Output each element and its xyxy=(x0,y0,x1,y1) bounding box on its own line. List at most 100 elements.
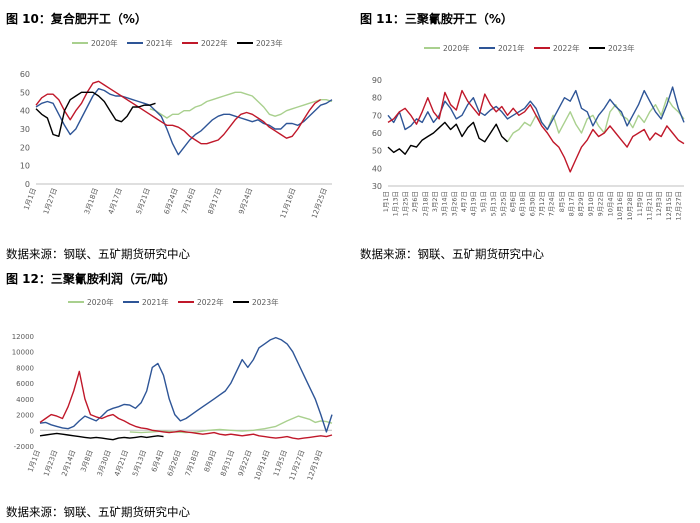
y-tick-label: 20 xyxy=(20,143,30,152)
legend-label: 2020年 xyxy=(87,297,114,307)
y-tick-label: 30 xyxy=(372,182,382,191)
x-tick-label: 8月17日 xyxy=(207,187,224,215)
x-tick-label: 3月2日 xyxy=(431,191,439,212)
y-tick-label: 50 xyxy=(372,147,382,156)
legend-label: 2022年 xyxy=(201,38,228,48)
y-tick-label: 50 xyxy=(20,88,30,97)
series-line-2023年 xyxy=(387,121,508,155)
x-tick-label: 9月24日 xyxy=(237,187,254,215)
x-tick-label: 5月13日 xyxy=(490,191,498,216)
y-tick-label: 6000 xyxy=(16,380,34,388)
y-tick-label: 12000 xyxy=(12,333,34,341)
x-tick-label: 7月16日 xyxy=(180,187,197,215)
y-tick-label: 70 xyxy=(372,111,382,120)
legend-label: 2020年 xyxy=(91,38,118,48)
series-line-2020年 xyxy=(149,91,333,119)
x-tick-label: 6月30日 xyxy=(528,191,536,216)
x-tick-label: 3月18日 xyxy=(83,187,100,215)
x-tick-label: 6月6日 xyxy=(509,191,517,212)
y-tick-label: 0 xyxy=(30,427,34,435)
series-line-2022年 xyxy=(39,370,333,440)
chart-1-source: 数据来源：钢联、五矿期货研究中心 xyxy=(6,247,190,261)
x-tick-label: 7月18日 xyxy=(184,449,201,477)
x-tick-label: 8月29日 xyxy=(577,191,585,216)
x-tick-label: 6月24日 xyxy=(163,187,180,215)
chart-3-title: 图 12：三聚氰胺利润（元/吨） xyxy=(6,272,176,286)
x-tick-label: 10月14日 xyxy=(253,449,271,482)
chart-3-svg: -2000 0 2000 4000 6000 8000 10000 12000 1月1日 1月23… xyxy=(12,297,333,482)
x-tick-label: 3月14日 xyxy=(441,191,449,216)
x-tick-label: 3月30日 xyxy=(96,449,113,477)
series-line-2021年 xyxy=(387,86,685,131)
x-tick-label: 8月5日 xyxy=(558,191,566,212)
y-tick-label: 30 xyxy=(20,125,30,134)
x-tick-label: 9月10日 xyxy=(587,191,595,216)
series-line-2022年 xyxy=(35,80,321,145)
chart-2-title: 图 11：三聚氰胺开工（%） xyxy=(360,12,513,26)
legend-label: 2023年 xyxy=(256,38,283,48)
chart-1-title: 图 10：复合肥开工（%） xyxy=(6,12,147,26)
x-tick-label: 11月5日 xyxy=(272,449,289,477)
chart-3-source: 数据来源：钢联、五矿期货研究中心 xyxy=(6,505,190,519)
x-tick-label: 6月4日 xyxy=(150,449,165,473)
y-tick-label: 80 xyxy=(372,94,382,103)
x-tick-label: 10月4日 xyxy=(606,191,614,216)
x-tick-label: 5月13日 xyxy=(131,449,148,477)
legend-label: 2020年 xyxy=(443,43,470,53)
x-tick-label: 5月25日 xyxy=(499,191,507,216)
y-tick-label: 4000 xyxy=(16,396,34,404)
x-tick-label: 1月1日 xyxy=(23,187,38,211)
y-tick-label: 40 xyxy=(20,107,30,116)
x-tick-label: 5月21日 xyxy=(135,187,152,215)
x-tick-label: 2月18日 xyxy=(421,191,429,216)
x-tick-label: 9月22日 xyxy=(597,191,605,216)
legend-label: 2023年 xyxy=(608,43,635,53)
x-tick-label: 5月1日 xyxy=(479,191,487,212)
x-tick-label: 12月3日 xyxy=(655,191,663,216)
series-line-2023年 xyxy=(39,432,164,441)
legend-label: 2023年 xyxy=(252,297,279,307)
chart-2-source: 数据来源：钢联、五矿期货研究中心 xyxy=(360,247,544,261)
x-tick-label: 6月26日 xyxy=(166,449,183,477)
x-tick-label: 4月7日 xyxy=(460,191,468,212)
legend-label: 2022年 xyxy=(553,43,580,53)
x-tick-label: 12月25日 xyxy=(310,187,328,220)
y-tick-label: 10 xyxy=(20,162,30,171)
x-tick-label: 3月8日 xyxy=(79,449,94,473)
series-line-2020年 xyxy=(129,415,333,434)
x-tick-label: 11月9日 xyxy=(636,191,644,216)
x-tick-label: 1月13日 xyxy=(392,191,400,216)
x-tick-label: 10月28日 xyxy=(626,191,634,221)
x-tick-label: 11月16日 xyxy=(279,187,297,220)
x-tick-label: 4月17日 xyxy=(107,187,124,215)
y-tick-label: 40 xyxy=(372,164,382,173)
x-tick-label: 12月15日 xyxy=(665,191,673,221)
x-tick-label: 1月25日 xyxy=(401,191,409,216)
x-tick-label: 9月22日 xyxy=(237,449,254,477)
x-tick-label: 1月27日 xyxy=(42,187,59,215)
x-tick-label: 3月26日 xyxy=(450,191,458,216)
y-tick-label: 8000 xyxy=(16,364,34,372)
chart-1-svg: 0 10 20 30 40 50 60 1月1日 1月27日 3月18日 4月17日 5月21日 6月2… xyxy=(20,38,333,220)
legend-label: 2022年 xyxy=(197,297,224,307)
x-tick-label: 2月14日 xyxy=(60,449,77,477)
x-tick-label: 4月21日 xyxy=(113,449,130,477)
series-line-2021年 xyxy=(35,88,333,156)
x-tick-label: 11月21日 xyxy=(646,191,654,221)
x-tick-label: 11月27日 xyxy=(288,449,306,482)
x-tick-label: 8月17日 xyxy=(568,191,576,216)
legend-label: 2021年 xyxy=(498,43,525,53)
y-tick-label: 10000 xyxy=(12,349,34,357)
y-tick-label: 60 xyxy=(20,70,30,79)
y-tick-label: 60 xyxy=(372,129,382,138)
series-line-2021年 xyxy=(39,336,333,433)
y-tick-label: 2000 xyxy=(16,412,34,420)
x-tick-label: 6月18日 xyxy=(519,191,527,216)
y-tick-label: -2000 xyxy=(14,443,34,451)
x-tick-label: 2月6日 xyxy=(411,191,419,212)
series-line-2023年 xyxy=(35,91,156,138)
y-tick-label: 0 xyxy=(25,180,30,189)
x-tick-label: 1月1日 xyxy=(27,449,42,473)
x-tick-label: 4月19日 xyxy=(470,191,478,216)
